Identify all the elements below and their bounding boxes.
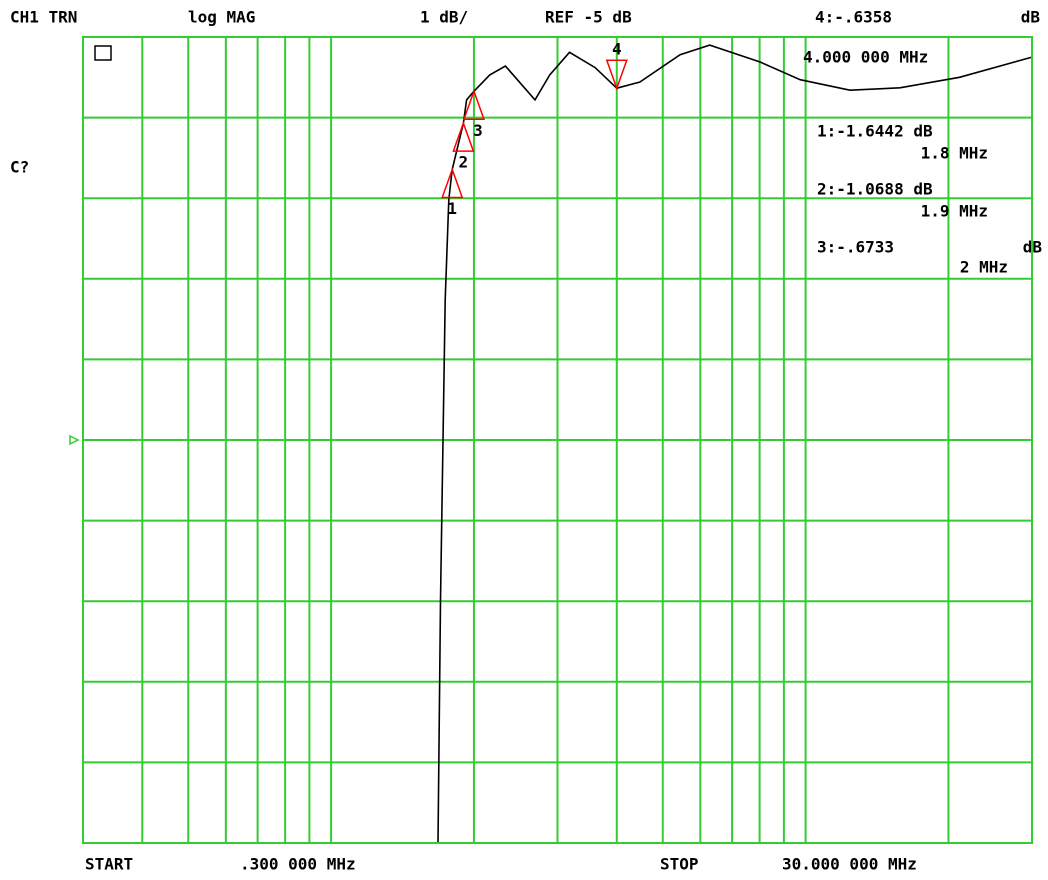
marker-label: 1 (447, 199, 457, 218)
reference: REF -5 dB (545, 8, 632, 27)
marker (605, 59, 628, 91)
start-label: START (85, 855, 133, 874)
start-value: .300 000 MHz (240, 855, 356, 874)
marker-label: 4 (612, 40, 622, 59)
active-unit: dB (1021, 8, 1041, 27)
stop-value: 30.000 000 MHz (782, 855, 917, 874)
active-marker: 4:-.6358 (815, 8, 892, 27)
marker-freq: 1.9 MHz (921, 202, 988, 221)
marker-label: 2 (459, 153, 469, 172)
active-freq: 4.000 000 MHz (803, 48, 928, 67)
side-label: C? (10, 158, 29, 177)
plot-border (82, 36, 1033, 844)
marker-readout: 2:-1.0688 dB (817, 180, 933, 199)
scale: 1 dB/ (420, 8, 468, 27)
marker-freq: 1.8 MHz (921, 144, 988, 163)
marker (441, 167, 464, 199)
reference-marker (69, 434, 80, 446)
trace (83, 44, 1033, 844)
status-icon (94, 45, 112, 61)
marker-readout: 1:-1.6442 dB (817, 122, 933, 141)
marker-freq: 2 MHz (960, 258, 1008, 277)
stop-label: STOP (660, 855, 699, 874)
marker (462, 89, 486, 121)
marker-readout: 3:-.6733 (817, 238, 894, 257)
marker-label: 3 (473, 121, 483, 140)
marker (452, 120, 475, 152)
grid (82, 36, 1033, 844)
format: log MAG (188, 8, 255, 27)
channel: CH1 TRN (10, 8, 77, 27)
